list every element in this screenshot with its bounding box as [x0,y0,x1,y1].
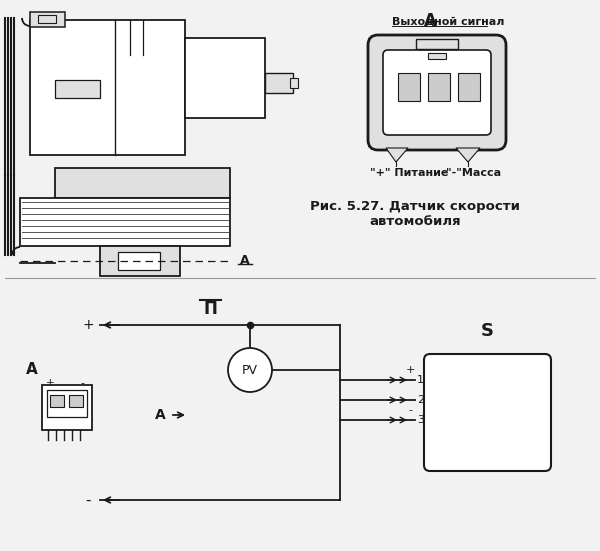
Text: A: A [155,408,166,422]
Polygon shape [386,148,408,162]
Text: +: + [406,365,415,375]
Bar [118,252,160,270]
Bar [50,395,64,407]
FancyBboxPatch shape [383,50,491,135]
Text: A: A [26,363,38,377]
Bar [55,168,230,198]
Bar [42,385,92,430]
Text: П: П [203,300,217,318]
Text: 1: 1 [417,375,424,385]
Text: Выходной сигнал: Выходной сигнал [392,17,505,27]
Text: -: - [80,378,84,388]
Bar [185,38,265,118]
Circle shape [228,348,272,392]
Text: 2: 2 [417,395,424,405]
Text: -: - [85,493,91,507]
Bar [398,73,420,101]
Text: +: + [82,318,94,332]
Bar [416,39,458,49]
Bar [458,73,480,101]
Polygon shape [456,148,480,162]
Bar [265,73,293,93]
Bar [38,15,56,23]
Bar [30,12,65,27]
Text: "-"Масса: "-"Масса [446,168,501,178]
FancyBboxPatch shape [368,35,506,150]
Bar [47,390,87,417]
Bar [290,78,298,88]
Bar [30,20,185,155]
FancyBboxPatch shape [424,354,551,471]
Text: S: S [481,322,494,340]
Text: -: - [408,405,412,415]
Text: "+" Питание: "+" Питание [370,168,448,178]
Text: Рис. 5.27. Датчик скорости
автомобиля: Рис. 5.27. Датчик скорости автомобиля [310,200,520,228]
Text: +: + [46,378,55,388]
Bar [69,395,83,407]
Text: PV: PV [242,364,258,376]
Bar [20,198,230,246]
Text: A: A [424,12,436,30]
Bar [428,53,446,59]
Bar [55,80,100,98]
Text: 3: 3 [417,415,424,425]
Text: A: A [240,255,250,267]
Bar [100,246,180,276]
Bar [428,73,450,101]
